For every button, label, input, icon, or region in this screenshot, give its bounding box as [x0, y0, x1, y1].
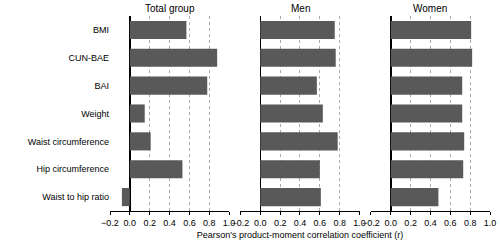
svg-text:0.4: 0.4	[163, 218, 176, 228]
svg-text:0.0: 0.0	[385, 218, 398, 228]
svg-text:Pearson's product-moment corre: Pearson's product-moment correlation coe…	[197, 230, 404, 240]
svg-text:Total group: Total group	[145, 3, 195, 14]
svg-text:0.8: 0.8	[464, 218, 477, 228]
svg-text:1.0: 1.0	[484, 218, 497, 228]
svg-text:0.0: 0.0	[124, 218, 137, 228]
svg-text:Men: Men	[291, 3, 310, 14]
svg-text:BMI: BMI	[93, 25, 109, 35]
svg-text:0.2: 0.2	[274, 218, 287, 228]
svg-text:0.0: 0.0	[254, 218, 267, 228]
svg-text:Weight: Weight	[81, 109, 109, 119]
svg-text:Waist to hip ratio: Waist to hip ratio	[42, 192, 109, 202]
svg-text:1.0: 1.0	[353, 218, 366, 228]
svg-text:Hip circumference: Hip circumference	[36, 164, 109, 174]
svg-text:−0.2: −0.2	[232, 218, 250, 228]
svg-text:0.8: 0.8	[203, 218, 216, 228]
svg-text:Waist circumference: Waist circumference	[28, 137, 109, 147]
svg-text:0.8: 0.8	[333, 218, 346, 228]
svg-text:CUN-BAE: CUN-BAE	[68, 53, 109, 63]
svg-text:BAI: BAI	[94, 81, 109, 91]
svg-text:0.4: 0.4	[294, 218, 307, 228]
svg-text:Women: Women	[413, 3, 447, 14]
svg-text:−0.2: −0.2	[362, 218, 380, 228]
svg-text:1.0: 1.0	[223, 218, 236, 228]
svg-text:−0.2: −0.2	[101, 218, 119, 228]
svg-text:0.2: 0.2	[143, 218, 156, 228]
svg-text:0.6: 0.6	[183, 218, 196, 228]
svg-text:0.6: 0.6	[444, 218, 457, 228]
svg-text:0.4: 0.4	[424, 218, 437, 228]
svg-text:0.2: 0.2	[404, 218, 417, 228]
svg-text:0.6: 0.6	[314, 218, 327, 228]
